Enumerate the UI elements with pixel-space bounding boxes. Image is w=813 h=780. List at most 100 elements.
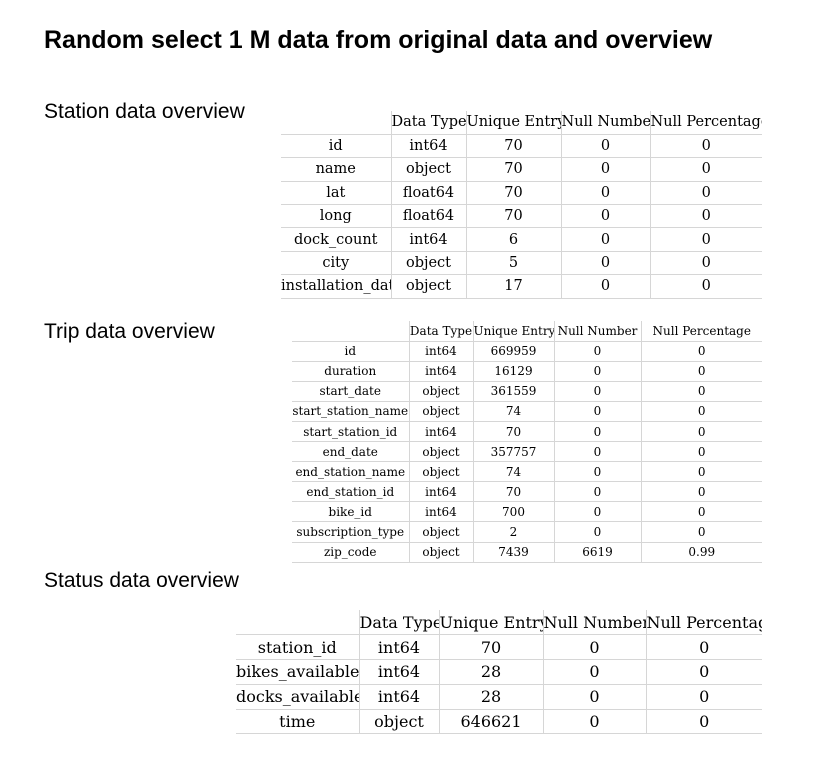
cell-unique-entry: 74 — [473, 461, 555, 482]
cell-null-number: 0 — [554, 441, 642, 462]
cell-data-type: object — [391, 251, 467, 275]
cell-null-percentage: 0 — [701, 255, 711, 272]
cell-data-type: int64 — [391, 227, 467, 252]
cell-data-type: int64 — [409, 421, 474, 442]
row-label: station_id — [236, 634, 360, 660]
table-row: bikes_available int64 28 0 0 — [236, 659, 762, 685]
cell-null-percentage: 0 — [697, 444, 706, 459]
cell-null-percentage: 0 — [701, 208, 711, 225]
cell-null-number: 0 — [561, 134, 651, 158]
column-header-data-type: Data Type — [359, 610, 440, 635]
cell-null-percentage: 0 — [699, 662, 710, 682]
cell-data-type: object — [409, 521, 474, 543]
column-header-null-number: Null Number — [543, 610, 647, 635]
column-header-unique-entry: Unique Entry — [439, 610, 544, 635]
row-label: dock_count — [281, 227, 392, 252]
column-header-unique-entry: Unique Entry — [473, 321, 555, 342]
cell-null-number: 6619 — [554, 542, 642, 563]
row-label: installation_date — [281, 274, 392, 299]
cell-null-number: 0 — [554, 341, 642, 362]
table-header-row: Data Type Unique Entry Null Number Null Per… — [292, 321, 762, 342]
cell-unique-entry: 70 — [466, 181, 562, 205]
column-header-null-number: Null Number — [554, 321, 642, 342]
cell-null-number: 0 — [543, 659, 647, 685]
table-header-row: Data Type Unique Entry Null Number Null Per… — [236, 610, 762, 635]
header-blank-cell — [281, 111, 392, 135]
cell-null-number: 0 — [543, 709, 647, 734]
cell-unique-entry: 16129 — [473, 361, 555, 382]
cell-data-type: object — [391, 157, 467, 182]
cell-null-number: 0 — [543, 684, 647, 710]
row-label: bikes_available — [236, 659, 360, 685]
cell-data-type: object — [409, 461, 474, 482]
table-row: id int64 70 0 0 — [281, 134, 762, 158]
cell-unique-entry: 70 — [473, 481, 555, 502]
cell-data-type: object — [359, 709, 440, 734]
row-label: id — [281, 134, 392, 158]
cell-data-type: int64 — [391, 134, 467, 158]
table-header-row: Data Type Unique Entry Null Number Null Per… — [281, 111, 763, 135]
row-label: end_station_id — [292, 481, 410, 502]
table-row: id int64 669959 0 0 — [292, 341, 762, 362]
table-row: zip_code object 7439 6619 0.99 — [292, 542, 762, 563]
table-row: name object 70 0 0 — [281, 157, 762, 182]
cell-unique-entry: 70 — [473, 421, 555, 442]
row-label: end_station_name — [292, 461, 410, 482]
cell-unique-entry: 70 — [466, 204, 562, 228]
cell-null-number: 0 — [554, 401, 642, 422]
trip-section-heading: Trip data overview — [44, 320, 215, 343]
cell-null-percentage: 0 — [701, 161, 711, 178]
cell-null-percentage: 0 — [697, 464, 706, 479]
row-label: start_date — [292, 381, 410, 402]
table-row: start_station_id int64 70 0 0 — [292, 421, 762, 442]
table-row: long float64 70 0 0 — [281, 204, 762, 228]
page-title: Random select 1 M data from original dat… — [44, 26, 713, 54]
cell-unique-entry: 28 — [439, 684, 544, 710]
cell-null-number: 0 — [554, 361, 642, 382]
table-row: city object 5 0 0 — [281, 251, 762, 275]
header-blank-cell — [236, 610, 360, 635]
cell-unique-entry: 669959 — [473, 341, 555, 362]
table-row: station_id int64 70 0 0 — [236, 634, 762, 660]
cell-data-type: object — [391, 274, 467, 299]
cell-null-percentage: 0 — [697, 524, 706, 539]
cell-data-type: int64 — [409, 361, 474, 382]
cell-data-type: object — [409, 381, 474, 402]
cell-null-number: 0 — [554, 501, 642, 522]
column-header-unique-entry: Unique Entry — [466, 111, 562, 135]
row-label: lat — [281, 181, 392, 205]
column-header-null-number: Null Number — [561, 111, 651, 135]
cell-null-percentage: 0 — [701, 184, 711, 201]
cell-null-percentage: 0 — [699, 637, 710, 657]
row-label: bike_id — [292, 501, 410, 522]
table-row: lat float64 70 0 0 — [281, 181, 762, 205]
cell-data-type: float64 — [391, 204, 467, 228]
cell-data-type: int64 — [409, 481, 474, 502]
row-label: city — [281, 251, 392, 275]
row-label: end_date — [292, 441, 410, 462]
station-overview-table: Data Type Unique Entry Null Number Null Per… — [281, 111, 762, 299]
cell-unique-entry: 70 — [439, 634, 544, 660]
column-header-null-percentage: Null Percentage — [650, 114, 763, 131]
cell-null-percentage: 0 — [697, 484, 706, 499]
row-label: docks_available — [236, 684, 360, 710]
table-row: duration int64 16129 0 0 — [292, 361, 762, 382]
column-header-null-percentage: Null Percentage — [652, 323, 751, 338]
cell-null-number: 0 — [554, 481, 642, 502]
table-row: start_station_name object 74 0 0 — [292, 401, 762, 422]
cell-null-number: 0 — [554, 421, 642, 442]
column-header-null-percentage: Null Percentage — [646, 612, 763, 632]
table-row: time object 646621 0 0 — [236, 709, 762, 734]
station-section-heading: Station data overview — [44, 100, 245, 123]
table-row: subscription_type object 2 0 0 — [292, 521, 762, 543]
row-label: zip_code — [292, 542, 410, 563]
cell-unique-entry: 2 — [473, 521, 555, 543]
cell-null-percentage: 0 — [697, 344, 706, 359]
cell-data-type: int64 — [359, 684, 440, 710]
cell-null-number: 0 — [543, 634, 647, 660]
table-row: end_station_id int64 70 0 0 — [292, 481, 762, 502]
row-label: duration — [292, 361, 410, 382]
row-label: time — [236, 709, 360, 734]
cell-null-percentage: 0 — [701, 231, 711, 248]
status-section-heading: Status data overview — [44, 569, 239, 592]
